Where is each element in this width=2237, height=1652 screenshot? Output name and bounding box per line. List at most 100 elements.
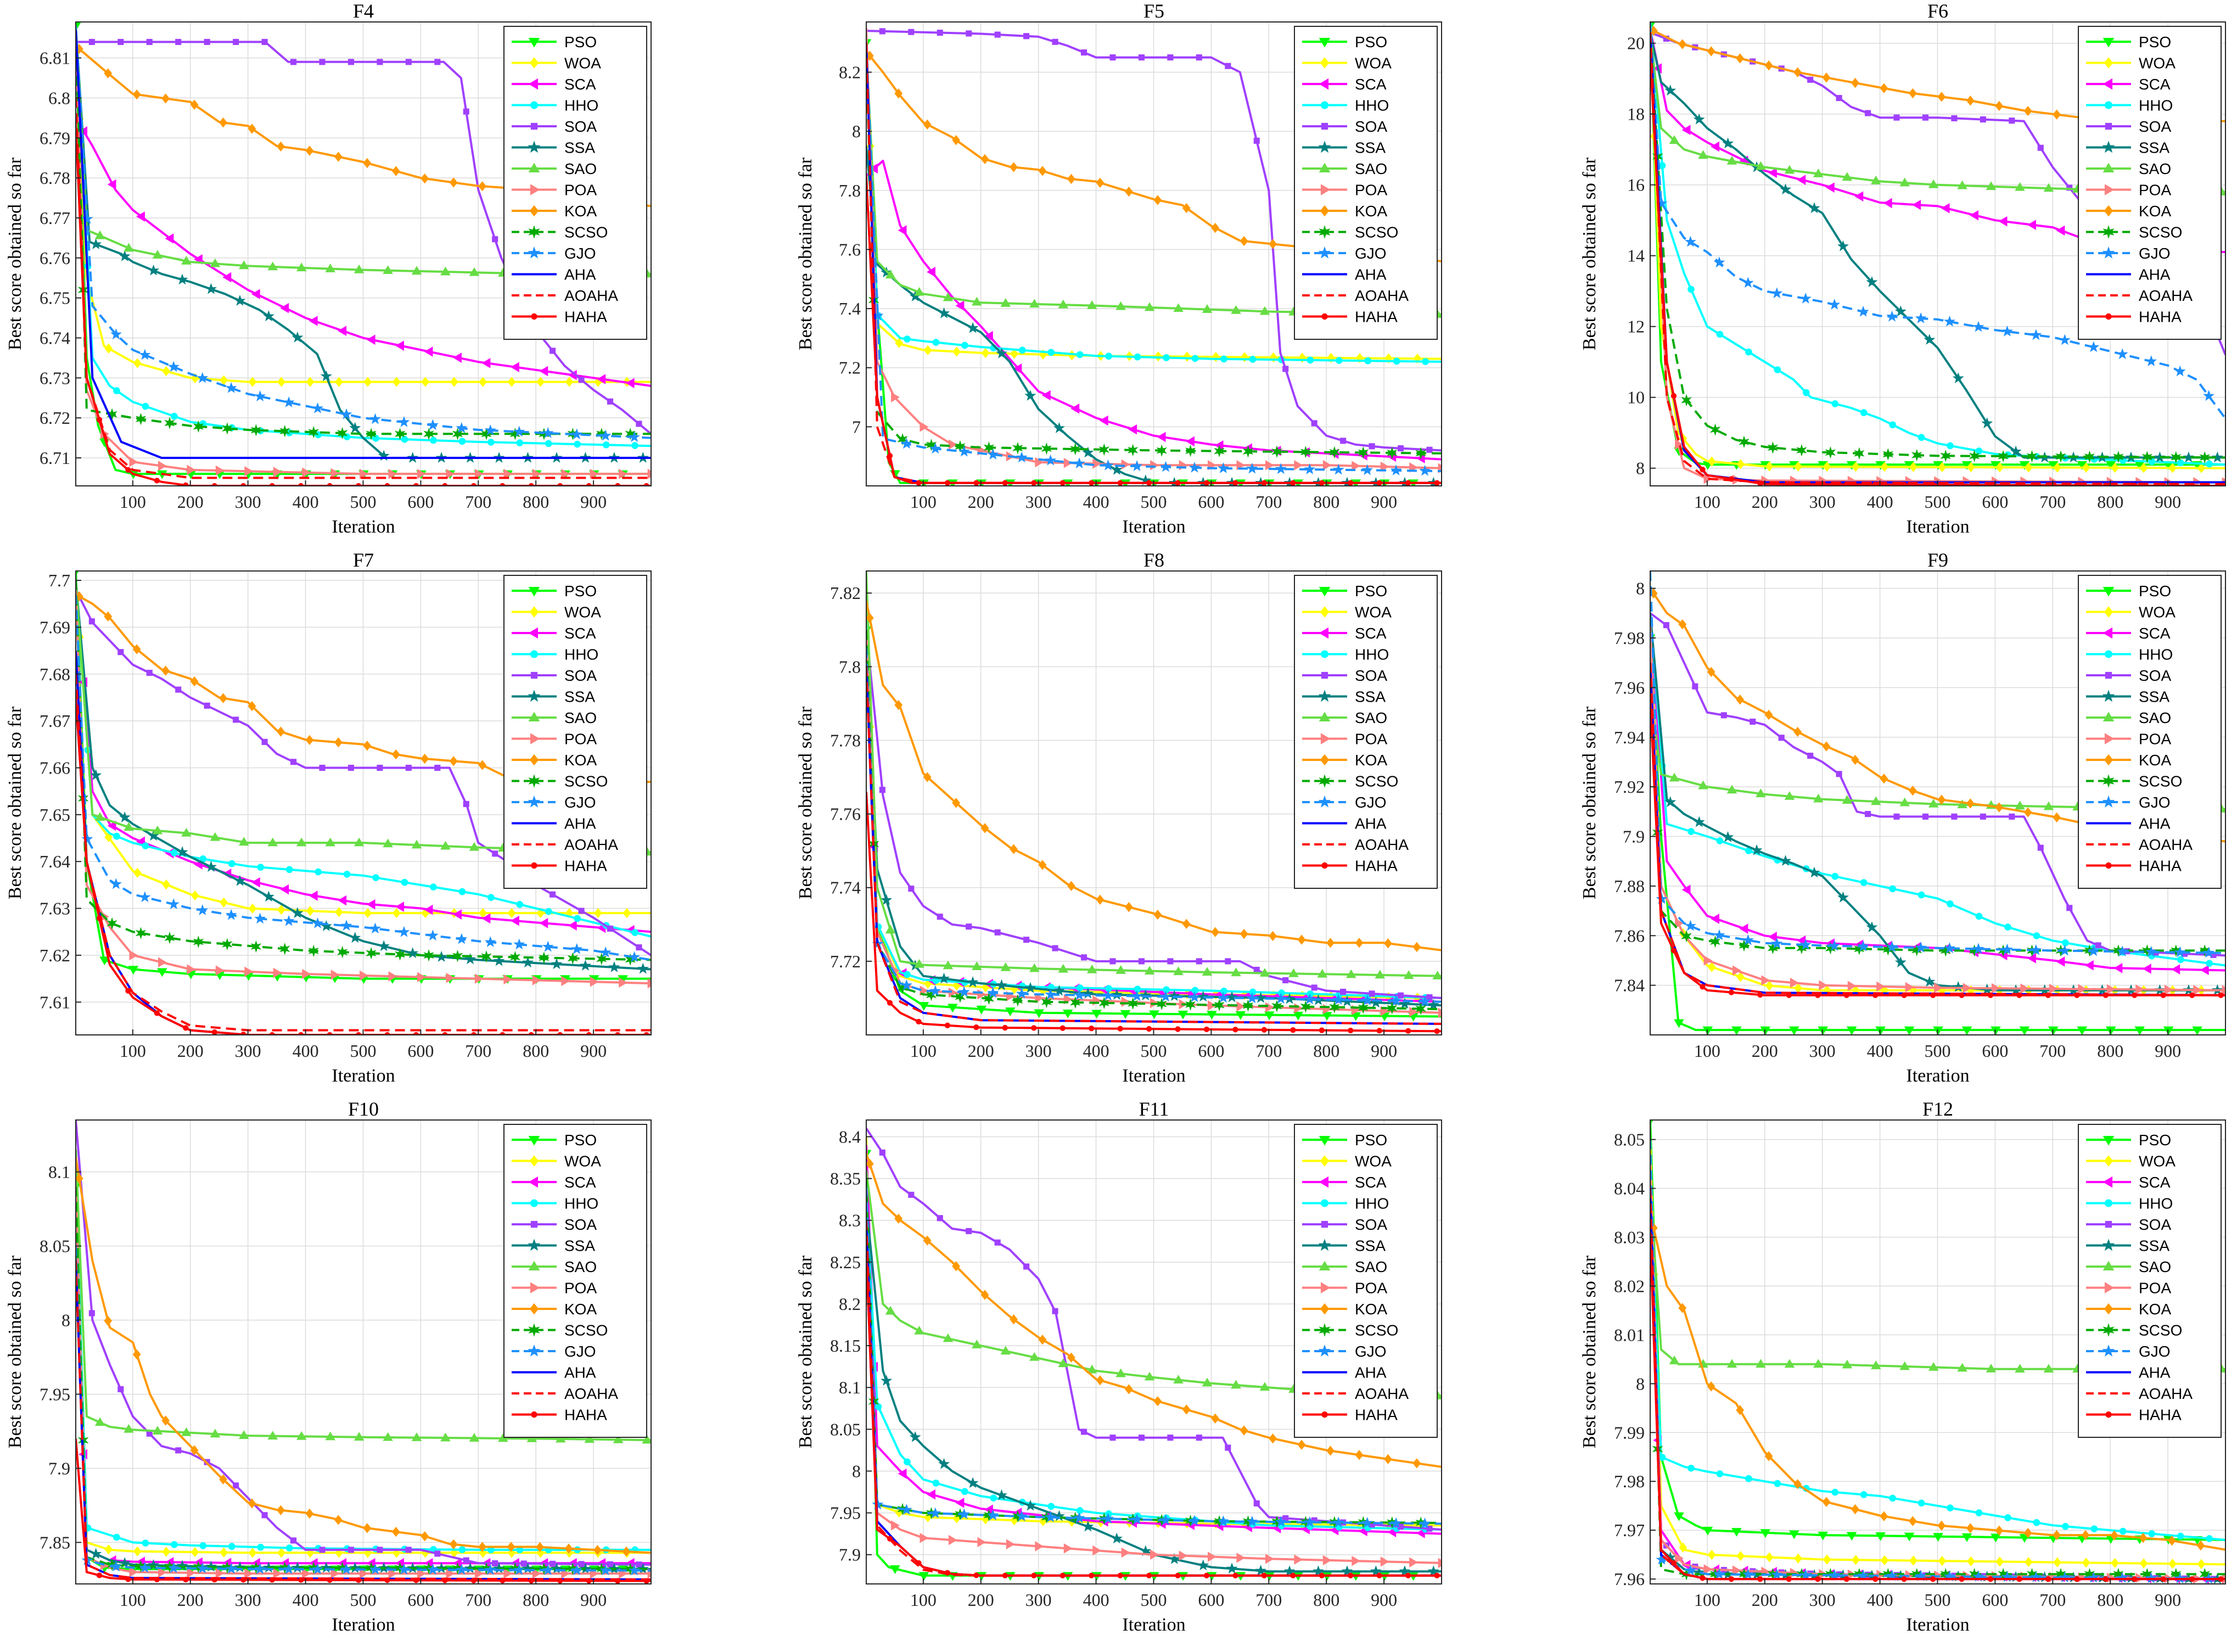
series-marker xyxy=(1757,992,1763,998)
series-marker xyxy=(503,1568,513,1579)
series-marker xyxy=(887,1000,893,1006)
series-marker xyxy=(334,1515,343,1525)
series-marker xyxy=(1319,480,1325,486)
series-marker xyxy=(90,238,102,249)
series-marker xyxy=(1058,299,1069,309)
series-marker xyxy=(898,1468,907,1479)
series-marker xyxy=(1707,667,1715,677)
series-marker xyxy=(1355,938,1364,948)
series-marker xyxy=(1105,985,1112,992)
series-marker xyxy=(261,738,268,745)
series-marker xyxy=(330,1568,340,1579)
series-marker xyxy=(1131,1513,1143,1525)
series-marker xyxy=(1933,1533,1943,1542)
series-marker xyxy=(1943,315,1956,327)
series-marker xyxy=(1242,445,1254,458)
series-marker xyxy=(1031,1572,1037,1578)
series-marker xyxy=(599,1564,612,1576)
series-marker xyxy=(440,841,451,850)
series-marker xyxy=(244,966,254,977)
series-marker xyxy=(503,468,513,479)
series-marker xyxy=(343,871,351,878)
series-marker xyxy=(529,1303,539,1315)
series-marker xyxy=(117,1386,124,1392)
x-tick-label: 200 xyxy=(1752,492,1778,512)
series-marker xyxy=(2001,325,2013,337)
series-line-scso xyxy=(1650,663,2225,952)
y-tick-label: 8.04 xyxy=(1614,1179,1645,1199)
series-marker xyxy=(190,99,199,110)
series-group xyxy=(76,1120,651,1584)
series-marker xyxy=(1793,67,1802,77)
series-marker xyxy=(391,749,400,760)
x-tick-label: 500 xyxy=(1140,492,1167,512)
series-marker xyxy=(2111,1558,2119,1569)
series-marker xyxy=(1998,216,2008,227)
chart-panel-f6: 100 200 300 400 500 600 700 800 9008101214161820… xyxy=(1579,0,2226,537)
x-tick-label: 100 xyxy=(910,1590,937,1610)
x-tick-label: 500 xyxy=(350,1590,376,1610)
series-marker xyxy=(1191,355,1199,362)
series-marker xyxy=(129,456,138,467)
y-axis-label: Best score obtained so far xyxy=(5,157,25,350)
series-marker xyxy=(943,960,954,970)
series-marker xyxy=(1102,1513,1114,1524)
chart-title: F8 xyxy=(1143,549,1164,571)
series-marker xyxy=(1432,971,1442,979)
series-line-haha xyxy=(76,697,651,1035)
series-marker xyxy=(973,1572,979,1578)
series-marker xyxy=(908,886,915,892)
legend-label: SCSO xyxy=(1355,224,1398,241)
series-marker xyxy=(110,1560,122,1572)
series-marker xyxy=(1269,1433,1277,1444)
series-line-haha xyxy=(1650,699,2225,996)
series-marker xyxy=(966,1228,972,1234)
series-marker xyxy=(1866,921,1878,932)
series-marker xyxy=(926,439,937,451)
series-marker xyxy=(2139,462,2148,473)
series-marker xyxy=(335,377,343,387)
series-marker xyxy=(1211,222,1220,233)
series-marker xyxy=(1358,446,1369,459)
series-marker xyxy=(2102,141,2115,153)
series-marker xyxy=(1321,1411,1328,1418)
legend-label: PSO xyxy=(1355,583,1387,600)
series-marker xyxy=(113,1533,120,1541)
legend-label: AHA xyxy=(564,1364,596,1381)
series-marker xyxy=(2110,1530,2118,1541)
series-marker xyxy=(453,909,462,920)
legend-label: WOA xyxy=(564,604,601,621)
series-marker xyxy=(347,1547,354,1553)
series-marker xyxy=(1768,167,1777,178)
series-marker xyxy=(1196,958,1202,965)
series-marker xyxy=(1870,796,1881,805)
series-marker xyxy=(1035,1541,1044,1552)
series-marker xyxy=(1390,1517,1402,1528)
legend: PSOWOASCAHHOSOASSASAOPOAKOASCSOGJOAHAAOA… xyxy=(503,575,647,889)
series-marker xyxy=(1096,177,1105,188)
series-marker xyxy=(1860,409,1868,416)
series-marker xyxy=(1196,54,1202,61)
series-marker xyxy=(1018,346,1026,354)
series-marker xyxy=(309,316,318,326)
series-marker xyxy=(1232,480,1238,486)
series-marker xyxy=(1880,1555,1889,1566)
series-marker xyxy=(76,571,79,576)
series-marker xyxy=(1203,1026,1210,1033)
series-marker xyxy=(193,936,204,948)
legend-label: SCA xyxy=(564,1174,596,1191)
series-marker xyxy=(240,1577,246,1583)
y-tick-label: 7.86 xyxy=(1614,926,1645,945)
series-line-aoaha xyxy=(866,667,1442,1025)
legend-label: SCA xyxy=(564,625,596,642)
series-marker xyxy=(1341,1565,1353,1577)
series-marker xyxy=(1282,366,1289,372)
series-marker xyxy=(1854,191,1864,201)
series-marker xyxy=(1831,872,1839,880)
series-marker xyxy=(277,1548,285,1558)
series-marker xyxy=(142,402,149,410)
series-marker xyxy=(1153,909,1162,920)
series-marker xyxy=(1851,1504,1859,1515)
series-marker xyxy=(890,1565,900,1574)
series-marker xyxy=(1024,1499,1036,1511)
